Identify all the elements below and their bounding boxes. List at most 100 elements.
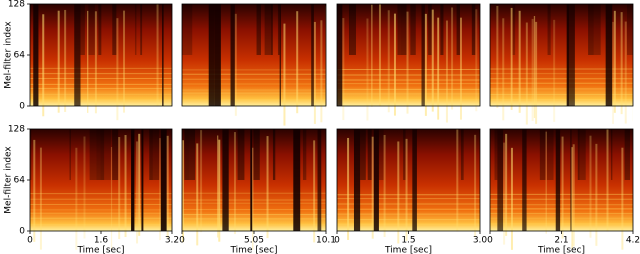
y-axis-label: Mel-filter index bbox=[4, 21, 14, 89]
silence bbox=[555, 129, 561, 231]
silence bbox=[568, 4, 575, 106]
shade bbox=[134, 4, 137, 55]
onset bbox=[196, 143, 199, 246]
onset bbox=[116, 18, 119, 121]
shade bbox=[471, 4, 476, 55]
silence bbox=[279, 4, 281, 106]
onset bbox=[296, 11, 299, 114]
axes-frame bbox=[181, 3, 327, 107]
onset bbox=[283, 23, 286, 126]
onset bbox=[83, 136, 86, 239]
shade bbox=[302, 129, 307, 180]
shade bbox=[149, 129, 153, 180]
onset bbox=[431, 9, 434, 112]
shade bbox=[184, 129, 190, 180]
onset bbox=[595, 143, 598, 246]
shade bbox=[30, 129, 32, 180]
shade bbox=[494, 129, 498, 180]
shade bbox=[360, 129, 366, 180]
spectrogram bbox=[30, 4, 172, 121]
onset bbox=[475, 9, 478, 112]
silence bbox=[162, 4, 164, 106]
spectrogram-base bbox=[337, 4, 480, 106]
silence bbox=[131, 129, 135, 231]
onset bbox=[589, 135, 592, 238]
onset bbox=[378, 4, 381, 107]
shade bbox=[367, 129, 372, 180]
onset bbox=[437, 17, 440, 120]
onset bbox=[510, 147, 513, 250]
shade bbox=[378, 129, 384, 180]
shade bbox=[69, 129, 71, 180]
onset bbox=[459, 17, 462, 120]
silence bbox=[421, 4, 425, 106]
onset bbox=[347, 137, 350, 240]
onset bbox=[624, 21, 627, 124]
x-tick-label: 2.1 bbox=[554, 236, 568, 246]
shade bbox=[98, 4, 102, 55]
shade bbox=[456, 4, 460, 55]
onset bbox=[138, 133, 141, 236]
onset bbox=[57, 10, 60, 113]
spectrogram-base bbox=[30, 4, 172, 106]
silence bbox=[373, 129, 379, 231]
shade bbox=[96, 129, 101, 180]
onset bbox=[505, 133, 508, 236]
shade bbox=[403, 129, 406, 180]
onset bbox=[561, 136, 564, 239]
onset bbox=[124, 135, 127, 238]
shade bbox=[460, 129, 464, 180]
onset bbox=[456, 129, 459, 232]
y-tick-label: 64 bbox=[14, 176, 26, 186]
silence bbox=[230, 4, 235, 106]
spectrogram bbox=[337, 129, 480, 244]
shade bbox=[348, 4, 356, 55]
onset bbox=[118, 137, 121, 240]
onset bbox=[612, 21, 614, 124]
onset bbox=[39, 147, 42, 250]
onset bbox=[64, 9, 67, 112]
shade bbox=[238, 129, 241, 180]
shade bbox=[593, 4, 601, 55]
shade bbox=[440, 4, 444, 55]
onset bbox=[200, 130, 203, 233]
x-axis-label: Time [sec] bbox=[229, 246, 277, 254]
onset bbox=[342, 18, 345, 121]
silence bbox=[317, 129, 322, 231]
x-tick-label: 4.2 bbox=[626, 236, 640, 246]
silence bbox=[412, 129, 417, 231]
onset bbox=[535, 21, 538, 124]
shade bbox=[140, 4, 143, 55]
onset bbox=[571, 147, 573, 250]
shade bbox=[100, 129, 105, 180]
onset bbox=[366, 18, 369, 121]
shade bbox=[88, 4, 95, 55]
onset bbox=[406, 11, 409, 114]
shade bbox=[428, 4, 432, 55]
y-tick-label: 0 bbox=[19, 102, 25, 112]
shade bbox=[271, 4, 273, 55]
shade bbox=[112, 129, 119, 180]
onset bbox=[252, 147, 254, 250]
onset bbox=[123, 10, 126, 113]
spectrogram bbox=[337, 4, 480, 123]
onset bbox=[496, 5, 499, 108]
x-tick-label: 3.0 bbox=[473, 236, 488, 246]
onset bbox=[397, 141, 400, 244]
shade bbox=[624, 129, 631, 180]
shade bbox=[401, 4, 407, 55]
shade bbox=[539, 129, 546, 180]
spectrogram-base bbox=[490, 129, 633, 231]
shade bbox=[104, 129, 111, 180]
onset bbox=[621, 147, 624, 250]
onset bbox=[405, 138, 408, 241]
onset bbox=[94, 11, 97, 114]
onset bbox=[503, 142, 506, 245]
onset bbox=[266, 136, 269, 239]
shade bbox=[397, 4, 402, 55]
onset bbox=[518, 10, 521, 113]
shade bbox=[152, 129, 160, 180]
silence bbox=[570, 129, 572, 231]
shade bbox=[186, 4, 193, 55]
